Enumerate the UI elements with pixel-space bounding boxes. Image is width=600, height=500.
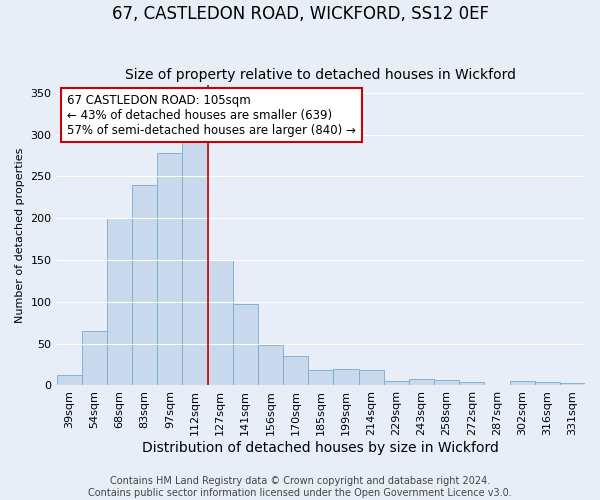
Bar: [258, 344, 283, 386]
Bar: [157, 153, 182, 386]
Bar: [409, 379, 434, 386]
Bar: [434, 380, 459, 386]
Bar: [107, 218, 132, 386]
Bar: [334, 368, 359, 386]
Bar: [56, 376, 82, 386]
Bar: [182, 142, 208, 386]
Bar: [459, 382, 484, 386]
Text: Contains HM Land Registry data © Crown copyright and database right 2024.
Contai: Contains HM Land Registry data © Crown c…: [88, 476, 512, 498]
Bar: [383, 382, 409, 386]
Bar: [283, 356, 308, 386]
Text: 67 CASTLEDON ROAD: 105sqm
← 43% of detached houses are smaller (639)
57% of semi: 67 CASTLEDON ROAD: 105sqm ← 43% of detac…: [67, 94, 356, 136]
Bar: [308, 370, 334, 386]
Bar: [535, 382, 560, 386]
Bar: [359, 370, 383, 386]
Title: Size of property relative to detached houses in Wickford: Size of property relative to detached ho…: [125, 68, 516, 82]
Text: 67, CASTLEDON ROAD, WICKFORD, SS12 0EF: 67, CASTLEDON ROAD, WICKFORD, SS12 0EF: [112, 5, 488, 23]
Bar: [82, 331, 107, 386]
Y-axis label: Number of detached properties: Number of detached properties: [15, 148, 25, 322]
Bar: [132, 185, 157, 386]
Bar: [560, 383, 585, 386]
Bar: [509, 382, 535, 386]
Bar: [208, 260, 233, 386]
X-axis label: Distribution of detached houses by size in Wickford: Distribution of detached houses by size …: [142, 441, 499, 455]
Bar: [233, 304, 258, 386]
